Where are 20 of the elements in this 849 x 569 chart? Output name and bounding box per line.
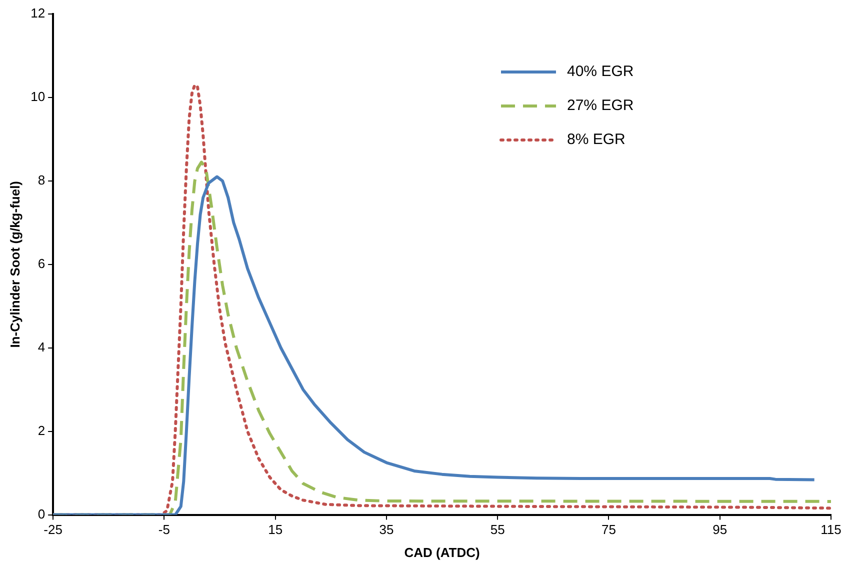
y-tick-label: 4 xyxy=(38,339,46,354)
x-tick-label: 35 xyxy=(379,522,394,538)
y-tick-label: 10 xyxy=(30,89,46,104)
y-tick-label: 2 xyxy=(38,422,46,438)
y-tick-label: 6 xyxy=(38,256,46,271)
x-tick-label: 95 xyxy=(712,522,728,538)
y-axis-title: In-Cylinder Soot (g/kg-fuel) xyxy=(7,180,22,348)
legend-label: 8% EGR xyxy=(567,131,626,148)
legend-label: 27% EGR xyxy=(567,97,634,114)
y-tick-label: 12 xyxy=(30,6,46,21)
x-tick-label: -25 xyxy=(44,522,62,538)
legend-label: 40% EGR xyxy=(567,63,634,80)
x-axis-title: CAD (ATDC) xyxy=(404,544,480,560)
y-tick-label: 8 xyxy=(38,172,46,188)
x-tick-label: 15 xyxy=(268,522,283,538)
x-tick-label: 115 xyxy=(820,522,842,538)
x-tick-label: 55 xyxy=(490,522,505,538)
x-tick-label: -5 xyxy=(158,522,170,538)
y-tick-label: 0 xyxy=(38,506,46,522)
x-tick-label: 75 xyxy=(601,522,616,538)
